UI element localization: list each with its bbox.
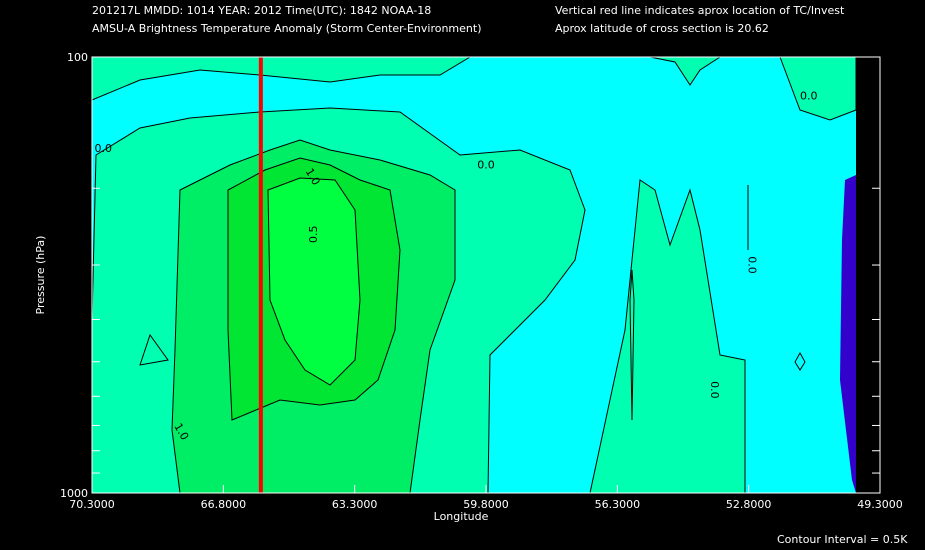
x-tick-label: 63.3000: [332, 498, 378, 511]
contour-interval: Contour Interval = 0.5K: [777, 533, 908, 546]
contour-lines: [91, 56, 857, 494]
header-line1: 201217L MMDD: 1014 YEAR: 2012 Time(UTC):…: [92, 4, 432, 17]
contour-label: 0.5: [307, 226, 320, 244]
region-0-0-corner: [780, 57, 856, 120]
region-0-0-top: [92, 57, 470, 100]
region-0-0-east: [590, 180, 745, 493]
contour-line-small-diamond: [794, 351, 806, 371]
contour-line-5: [171, 139, 456, 494]
contour-fills: [92, 57, 880, 493]
header-line2: AMSU-A Brightness Temperature Anomaly (S…: [92, 22, 482, 35]
x-tick-label: 59.8000: [463, 498, 509, 511]
axis-ticks: 70.3000 66.8000 63.3000 59.8000 56.3000 52.80…: [34, 51, 903, 523]
contour-label: 0.0: [800, 89, 818, 102]
no-data-strip: [856, 57, 880, 493]
y-axis-title: Pressure (hPa): [34, 236, 47, 315]
contour-line-thin: [629, 269, 635, 421]
contour-label: 0.0: [746, 256, 759, 274]
region-negative-band: [840, 175, 856, 493]
contour-line-1: [589, 179, 746, 494]
contour-label: 0.0: [95, 142, 113, 155]
x-tick-label: 70.3000: [69, 498, 115, 511]
contour-line-6: [227, 157, 401, 421]
x-tick-label: 52.8000: [726, 498, 772, 511]
contour-line-small-loop: [139, 333, 169, 366]
x-tick-label: 49.3000: [857, 498, 903, 511]
region-0-0-top-east: [650, 57, 720, 85]
region-1-5: [268, 178, 360, 385]
header-note2: Aprox latitude of cross section is 20.62: [555, 22, 769, 35]
x-tick-label: 66.8000: [201, 498, 247, 511]
contour-label: -1.0: [374, 47, 395, 60]
contour-line-2: [91, 56, 472, 101]
contour-label: 0.0: [477, 158, 495, 171]
contour-label: 0.0: [708, 381, 721, 399]
header-note1: Vertical red line indicates aprox locati…: [555, 4, 845, 17]
y-tick-label: 100: [67, 51, 88, 64]
y-tick-label: 1000: [60, 487, 88, 500]
x-tick-label: 56.3000: [595, 498, 641, 511]
x-axis-title: Longitude: [434, 510, 489, 523]
contour-line-7: [267, 177, 361, 386]
contour-line-0: [91, 107, 586, 494]
